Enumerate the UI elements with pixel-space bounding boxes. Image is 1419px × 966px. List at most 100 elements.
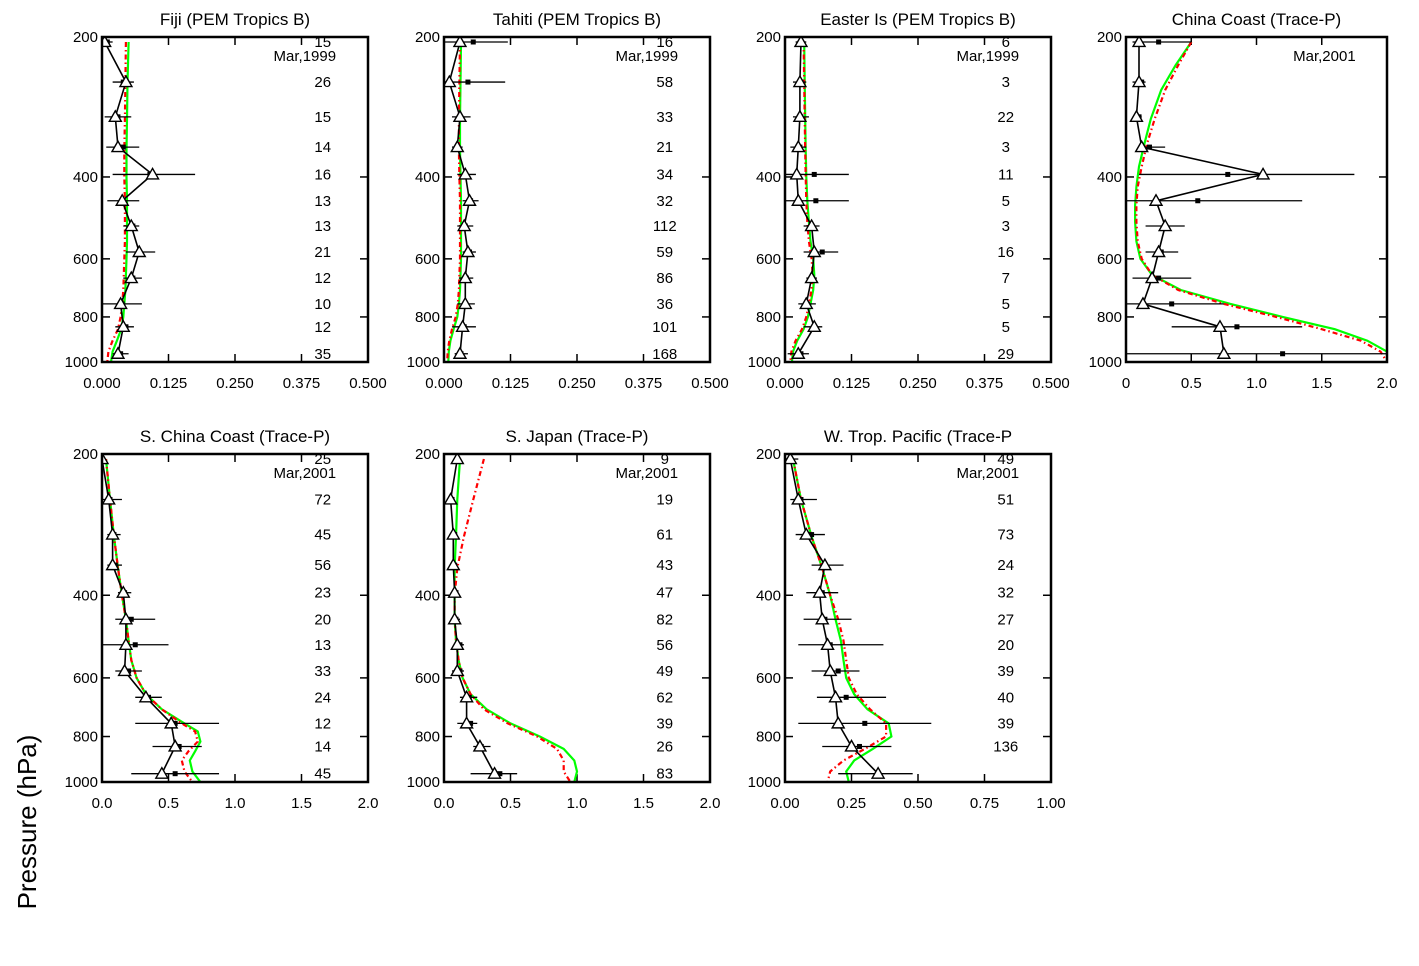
observed-median-marker [844,739,859,752]
sample-count: 20 [314,611,331,628]
observed-median-marker [804,218,819,232]
chart-panel: China Coast (Trace-P) Mar,2001 200 400 600 80… [1089,10,1398,392]
sample-count: 21 [314,244,331,261]
sample-count: 86 [656,270,673,287]
observed-mean-marker [1156,275,1162,281]
observed-median-marker [830,715,846,729]
observed-mean-marker [497,771,503,777]
observed-median-marker [446,527,461,540]
sample-count: 39 [997,715,1014,732]
x-tick-label: 1.0 [567,795,588,812]
sample-count: 6 [1002,34,1010,51]
y-tick-label: 200 [756,29,781,46]
observed-median-marker [815,611,830,625]
sample-count: 25 [314,451,331,468]
y-tick-label: 1000 [65,774,98,791]
y-tick-label: 1000 [748,774,781,791]
x-tick-label: 0.250 [216,375,254,392]
panel-plot-area [102,454,220,782]
observed-median-marker [460,244,476,258]
model-red-line [104,458,200,782]
observed-median-marker [1212,319,1228,332]
panel-date: Mar,1999 [616,48,679,65]
x-tick-label: 0.50 [903,795,932,812]
observed-median-marker [1151,244,1166,258]
observed-mean-marker [172,771,178,777]
observed-median-marker [113,296,128,310]
x-tick-label: 0.00 [770,795,799,812]
sample-count: 16 [314,166,331,183]
y-tick-label: 400 [756,169,781,186]
observed-mean-marker [120,144,126,150]
panel-title: S. Japan (Trace-P) [506,427,649,446]
panel-title: S. China Coast (Trace-P) [140,427,330,446]
sample-count: 10 [314,296,331,313]
y-tick-label: 600 [1097,251,1122,268]
y-tick-label: 200 [1097,29,1122,46]
x-tick-label: 0.125 [492,375,530,392]
observed-median-marker [793,37,809,48]
sample-count: 32 [997,585,1014,602]
sample-count: 14 [314,738,331,755]
observed-median-marker [792,74,808,88]
observed-median-marker [110,139,126,153]
observed-median-marker [108,109,123,123]
panel-plot-area [444,454,579,782]
x-tick-label: 0.5 [500,795,521,812]
panel-frame [442,35,712,364]
x-tick-label: 0.0 [434,795,455,812]
y-tick-label: 600 [415,251,440,268]
observed-median-marker [487,766,502,779]
sample-count: 83 [656,766,673,783]
y-tick-label: 400 [73,587,98,604]
y-tick-label: 800 [73,309,98,326]
observed-median-marker [447,585,462,598]
sample-count: 33 [656,109,673,126]
observed-mean-marker [843,694,849,700]
sample-count: 9 [661,451,669,468]
panel-plot-area [1126,37,1387,362]
observed-median-marker [799,527,814,540]
sample-count: 39 [656,715,673,732]
chart-panel: Fiji (PEM Tropics B) Mar,1999 200 400 600 800… [65,10,387,392]
sample-count: 5 [1002,193,1010,210]
x-tick-label: 1.5 [633,795,654,812]
observed-median-marker [446,557,461,571]
panel-title: Fiji (PEM Tropics B) [160,10,310,29]
sample-count: 82 [656,611,673,628]
model-green-line [453,458,579,782]
y-tick-label: 400 [415,587,440,604]
observed-median-marker [102,492,116,505]
x-tick-label: 0.000 [766,375,804,392]
y-tick-label: 600 [415,670,440,687]
sample-count: 112 [653,218,677,235]
y-tick-label: 1000 [1089,354,1122,371]
observed-mean-marker [813,198,819,204]
y-tick-label: 600 [73,251,98,268]
y-tick-label: 800 [73,729,98,746]
observed-mean-marker [128,616,134,622]
y-tick-label: 1000 [407,774,440,791]
x-tick-label: 0.0 [92,795,113,812]
observed-median-marker [115,193,130,206]
sample-count: 101 [652,319,677,336]
x-tick-label: 0.250 [899,375,937,392]
sample-count: 32 [656,193,673,210]
panel-frame [783,35,1053,364]
model-green-line [1133,41,1387,362]
panel-frame [783,452,1053,784]
x-tick-label: 0.500 [349,375,387,392]
observed-mean-marker [1169,301,1175,307]
y-tick-label: 600 [756,670,781,687]
observed-median-marker [167,739,183,752]
observed-median-marker [785,454,798,465]
observed-median-marker [791,193,806,206]
panel-date: Mar,2001 [274,465,337,482]
x-tick-label: 0.375 [625,375,663,392]
model-red-line [106,41,127,362]
observed-median-marker [118,637,134,650]
observed-median-marker [792,109,808,123]
x-tick-label: 0.125 [833,375,871,392]
observed-mean-marker [1234,324,1240,330]
model-red-line [1135,41,1387,362]
